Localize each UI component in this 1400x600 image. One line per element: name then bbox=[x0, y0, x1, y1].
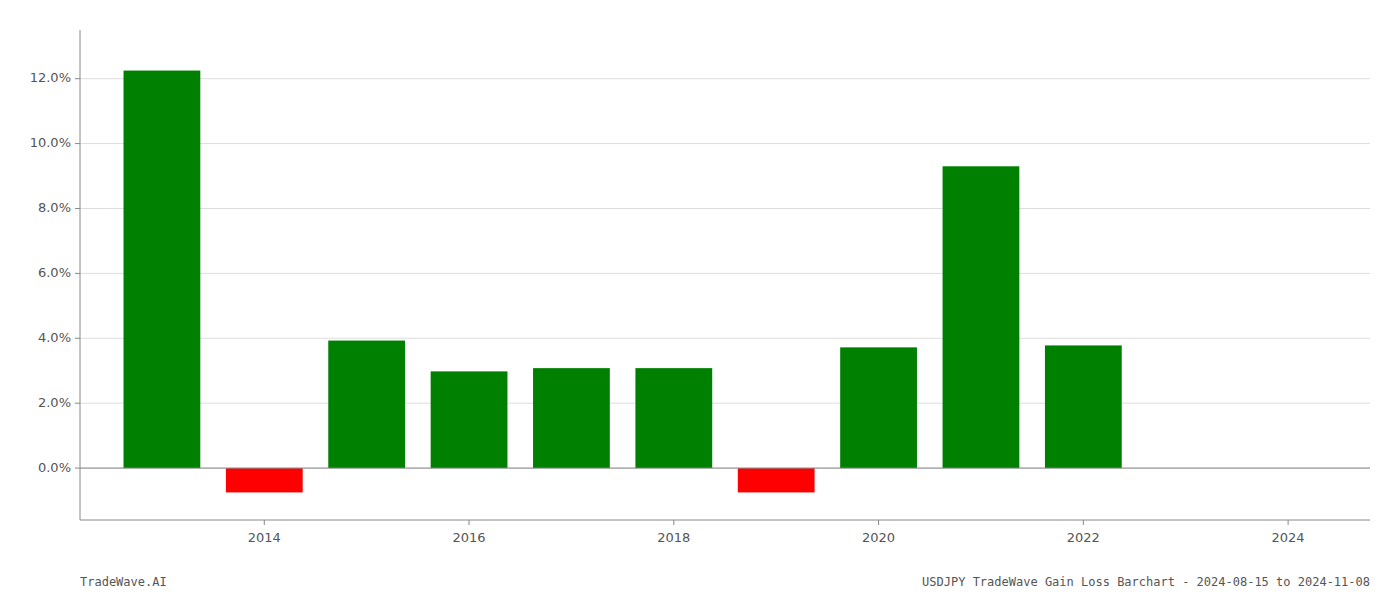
x-tick-label: 2020 bbox=[862, 530, 895, 545]
footer-text: TradeWave.AI bbox=[80, 575, 167, 589]
grid-line bbox=[80, 403, 1370, 404]
x-tick bbox=[264, 520, 265, 525]
grid-line bbox=[80, 208, 1370, 209]
y-axis-line bbox=[80, 30, 81, 520]
footer-text: USDJPY TradeWave Gain Loss Barchart - 20… bbox=[922, 575, 1370, 589]
bar bbox=[226, 468, 303, 492]
bar bbox=[124, 71, 201, 469]
y-tick bbox=[75, 78, 80, 79]
y-tick-label: 0.0% bbox=[38, 460, 71, 475]
grid-line bbox=[80, 273, 1370, 274]
x-tick bbox=[878, 520, 879, 525]
bar bbox=[328, 341, 405, 469]
y-tick-label: 4.0% bbox=[38, 330, 71, 345]
grid-line bbox=[80, 338, 1370, 339]
x-tick bbox=[1083, 520, 1084, 525]
bar bbox=[431, 371, 508, 468]
background bbox=[0, 0, 1400, 600]
x-axis-line bbox=[80, 520, 1370, 521]
bar bbox=[738, 468, 815, 492]
y-tick bbox=[75, 468, 80, 469]
y-tick-label: 8.0% bbox=[38, 200, 71, 215]
y-tick bbox=[75, 143, 80, 144]
chart: 0.0%2.0%4.0%6.0%8.0%10.0%12.0%2014201620… bbox=[0, 0, 1400, 600]
bar bbox=[1045, 345, 1122, 468]
x-tick bbox=[469, 520, 470, 525]
bars bbox=[124, 71, 1122, 493]
x-tick bbox=[673, 520, 674, 525]
y-tick bbox=[75, 403, 80, 404]
y-axis: 0.0% 2.0% 4.0% 6.0% 8.0% 10.0% 12.0% bbox=[30, 70, 80, 474]
bar bbox=[635, 368, 712, 468]
y-tick bbox=[75, 338, 80, 339]
x-tick-label: 2022 bbox=[1067, 530, 1100, 545]
x-tick-label: 2024 bbox=[1272, 530, 1305, 545]
grid bbox=[80, 79, 1370, 468]
grid-line bbox=[80, 468, 1370, 469]
x-tick-label: 2014 bbox=[248, 530, 281, 545]
y-tick-label: 10.0% bbox=[30, 135, 71, 150]
bar bbox=[943, 166, 1020, 468]
y-tick-label: 6.0% bbox=[38, 265, 71, 280]
y-tick bbox=[75, 208, 80, 209]
x-axis: 2014 2016 2018 2020 2022 2024 bbox=[248, 520, 1305, 545]
bar bbox=[533, 368, 610, 468]
y-tick-label: 12.0% bbox=[30, 70, 71, 85]
x-tick-label: 2018 bbox=[657, 530, 690, 545]
x-tick-label: 2016 bbox=[453, 530, 486, 545]
y-tick-label: 2.0% bbox=[38, 395, 71, 410]
grid-line bbox=[80, 143, 1370, 144]
grid-line bbox=[80, 78, 1370, 79]
x-tick bbox=[1288, 520, 1289, 525]
bar bbox=[840, 347, 917, 468]
zero-line bbox=[80, 468, 1370, 469]
y-tick bbox=[75, 273, 80, 274]
